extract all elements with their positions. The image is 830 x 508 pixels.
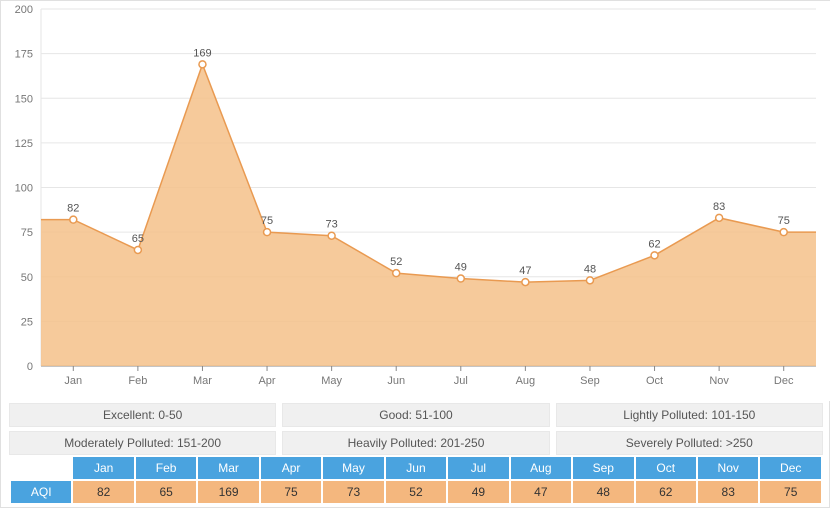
table-header-month: Oct xyxy=(636,457,696,479)
table-data-row: AQI 82 65 169 75 73 52 49 47 48 62 83 75 xyxy=(11,481,821,503)
svg-text:47: 47 xyxy=(519,265,531,277)
svg-text:Oct: Oct xyxy=(646,375,663,387)
svg-text:Jul: Jul xyxy=(454,375,468,387)
legend-grid: Excellent: 0-50 Good: 51-100 Lightly Pol… xyxy=(9,403,823,459)
legend-row-2: Moderately Polluted: 151-200 Heavily Pol… xyxy=(9,431,823,455)
table-cell: 83 xyxy=(698,481,758,503)
svg-text:125: 125 xyxy=(15,138,33,150)
svg-text:Sep: Sep xyxy=(580,375,600,387)
svg-text:Dec: Dec xyxy=(774,375,794,387)
svg-text:Nov: Nov xyxy=(709,375,729,387)
svg-text:200: 200 xyxy=(15,4,33,16)
svg-text:49: 49 xyxy=(455,262,467,274)
svg-text:65: 65 xyxy=(132,233,144,245)
svg-text:Apr: Apr xyxy=(258,375,275,387)
table-cell: 73 xyxy=(323,481,383,503)
legend-excellent: Excellent: 0-50 xyxy=(9,403,276,427)
svg-text:83: 83 xyxy=(713,201,725,213)
aqi-table: Jan Feb Mar Apr May Jun Jul Aug Sep Oct … xyxy=(9,455,823,505)
legend-good: Good: 51-100 xyxy=(282,403,549,427)
table-cell: 75 xyxy=(261,481,321,503)
table-cell: 169 xyxy=(198,481,258,503)
svg-text:73: 73 xyxy=(326,219,338,231)
legend-severely-polluted: Severely Polluted: >250 xyxy=(556,431,823,455)
table-cell: 62 xyxy=(636,481,696,503)
table-header-month: May xyxy=(323,457,383,479)
svg-text:75: 75 xyxy=(778,215,790,227)
svg-text:62: 62 xyxy=(648,238,660,250)
table-header-month: Aug xyxy=(511,457,571,479)
svg-text:Feb: Feb xyxy=(128,375,147,387)
svg-text:50: 50 xyxy=(21,272,33,284)
table-cell: 48 xyxy=(573,481,633,503)
svg-text:Aug: Aug xyxy=(516,375,536,387)
aqi-dashboard: 0255075100125150175200JanFebMarAprMayJun… xyxy=(0,0,830,508)
svg-text:82: 82 xyxy=(67,203,79,215)
svg-text:Jun: Jun xyxy=(387,375,405,387)
svg-text:25: 25 xyxy=(21,316,33,328)
table-cell: 52 xyxy=(386,481,446,503)
svg-text:52: 52 xyxy=(390,256,402,268)
table-header-row: Jan Feb Mar Apr May Jun Jul Aug Sep Oct … xyxy=(11,457,821,479)
svg-text:100: 100 xyxy=(15,183,33,195)
svg-text:Jan: Jan xyxy=(64,375,82,387)
table-header-month: Jan xyxy=(73,457,133,479)
table-header-month: Mar xyxy=(198,457,258,479)
legend-heavily-polluted: Heavily Polluted: 201-250 xyxy=(282,431,549,455)
table-header-month: Jul xyxy=(448,457,508,479)
svg-text:May: May xyxy=(321,375,342,387)
table-cell: 65 xyxy=(136,481,196,503)
svg-text:150: 150 xyxy=(15,93,33,105)
table-cell: 75 xyxy=(760,481,821,503)
table-header-month: Apr xyxy=(261,457,321,479)
table-header-month: Jun xyxy=(386,457,446,479)
table-cell: 82 xyxy=(73,481,133,503)
table-cell: 47 xyxy=(511,481,571,503)
svg-text:48: 48 xyxy=(584,263,596,275)
svg-text:75: 75 xyxy=(261,215,273,227)
legend-lightly-polluted: Lightly Polluted: 101-150 xyxy=(556,403,823,427)
legend-row-1: Excellent: 0-50 Good: 51-100 Lightly Pol… xyxy=(9,403,823,427)
table-cell: 49 xyxy=(448,481,508,503)
table-header-month: Dec xyxy=(760,457,821,479)
table-header-month: Feb xyxy=(136,457,196,479)
table-corner-blank xyxy=(11,457,71,479)
svg-text:175: 175 xyxy=(15,49,33,61)
area-chart: 0 25 50 75 100 125 150 175 200 Jan Feb Mar Apr May Jun… xyxy=(1,1,830,401)
table-header-month: Nov xyxy=(698,457,758,479)
table-header-month: Sep xyxy=(573,457,633,479)
legend-moderately-polluted: Moderately Polluted: 151-200 xyxy=(9,431,276,455)
table-row-label: AQI xyxy=(11,481,71,503)
svg-text:75: 75 xyxy=(21,227,33,239)
svg-text:Mar: Mar xyxy=(193,375,212,387)
svg-text:169: 169 xyxy=(193,47,211,59)
svg-text:0: 0 xyxy=(27,361,33,373)
